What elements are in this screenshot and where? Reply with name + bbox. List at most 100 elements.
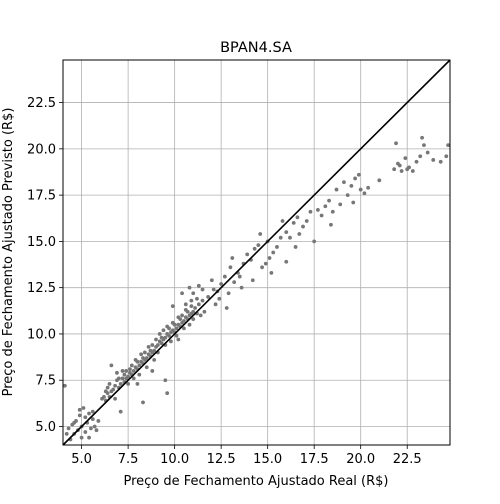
data-point xyxy=(178,317,183,322)
data-point xyxy=(161,328,166,333)
data-point xyxy=(323,204,328,209)
data-point xyxy=(120,376,125,381)
data-point xyxy=(196,283,201,288)
data-point xyxy=(163,335,168,340)
data-point xyxy=(131,376,136,381)
data-point xyxy=(180,313,184,318)
data-point xyxy=(308,209,313,214)
data-point xyxy=(329,222,333,227)
data-point xyxy=(92,424,97,429)
data-point xyxy=(118,382,123,386)
data-point xyxy=(191,309,196,314)
data-point xyxy=(258,232,263,236)
x-tick-label: 7.5 xyxy=(118,452,139,467)
data-point xyxy=(291,220,296,225)
data-point xyxy=(226,291,231,296)
data-point xyxy=(397,163,402,168)
x-tick-label: 5.0 xyxy=(71,452,92,467)
data-point xyxy=(191,291,196,296)
data-point xyxy=(338,202,343,207)
grid-lines xyxy=(63,60,450,445)
data-point xyxy=(232,280,237,285)
data-point xyxy=(187,285,192,290)
plot-frame xyxy=(62,59,451,446)
y-tick-label: 17.5 xyxy=(27,189,56,204)
data-point xyxy=(146,344,151,349)
data-point xyxy=(228,265,233,270)
data-point xyxy=(211,287,216,292)
data-point xyxy=(118,409,123,414)
data-point xyxy=(157,332,162,336)
data-point xyxy=(183,302,188,307)
data-point xyxy=(260,265,264,270)
data-point xyxy=(444,154,449,159)
data-point xyxy=(64,431,69,436)
data-point xyxy=(120,369,125,373)
data-point xyxy=(295,215,300,220)
data-point xyxy=(193,306,198,310)
data-point xyxy=(152,357,157,362)
data-point xyxy=(116,376,121,381)
y-tick-label: 15.0 xyxy=(27,235,56,250)
data-point xyxy=(189,298,194,303)
data-point xyxy=(405,167,410,172)
data-point xyxy=(414,159,419,164)
data-point xyxy=(182,326,186,331)
data-point xyxy=(349,183,354,188)
data-point xyxy=(271,250,276,255)
data-point xyxy=(165,391,170,396)
data-point xyxy=(150,343,155,347)
data-point xyxy=(154,337,158,342)
y-axis-label: Preço de Fechamento Ajustado Previsto (R… xyxy=(1,108,16,397)
data-point xyxy=(438,159,443,164)
data-point xyxy=(182,319,186,323)
data-point xyxy=(342,180,346,185)
data-point xyxy=(135,382,140,386)
data-point xyxy=(377,178,382,183)
data-point xyxy=(392,167,397,172)
data-point xyxy=(141,400,145,405)
data-point xyxy=(79,435,84,440)
data-point xyxy=(330,209,335,214)
data-point xyxy=(81,406,86,410)
data-point xyxy=(284,230,289,235)
data-point xyxy=(96,419,101,423)
data-point xyxy=(422,143,426,148)
data-point xyxy=(89,426,93,431)
data-point xyxy=(334,187,339,192)
data-point xyxy=(213,302,218,307)
data-point xyxy=(191,317,196,322)
y-tick-label: 22.5 xyxy=(27,96,56,111)
x-tick-label: 12.5 xyxy=(207,452,236,467)
data-point xyxy=(189,304,194,309)
data-point xyxy=(124,369,129,373)
data-point xyxy=(275,245,279,249)
data-point xyxy=(327,198,331,203)
identity-reference-line xyxy=(62,59,451,446)
data-point xyxy=(418,154,423,159)
data-point xyxy=(169,339,173,344)
data-point xyxy=(90,417,95,421)
data-point xyxy=(239,285,244,290)
data-point xyxy=(446,143,451,148)
data-point xyxy=(245,252,250,257)
data-point xyxy=(200,298,205,303)
data-point xyxy=(267,256,272,260)
data-point xyxy=(167,326,171,331)
data-point xyxy=(137,372,142,377)
data-point xyxy=(195,296,199,301)
data-point xyxy=(209,278,214,283)
y-tick-label: 20.0 xyxy=(27,142,56,157)
data-point xyxy=(319,213,324,218)
data-point xyxy=(217,296,222,301)
data-point xyxy=(144,365,149,370)
data-point xyxy=(128,367,132,372)
data-point xyxy=(126,382,131,386)
y-tick-label: 12.5 xyxy=(27,281,56,296)
data-point xyxy=(129,363,134,368)
data-point xyxy=(113,383,117,388)
data-point xyxy=(137,363,142,368)
data-point xyxy=(170,304,175,309)
